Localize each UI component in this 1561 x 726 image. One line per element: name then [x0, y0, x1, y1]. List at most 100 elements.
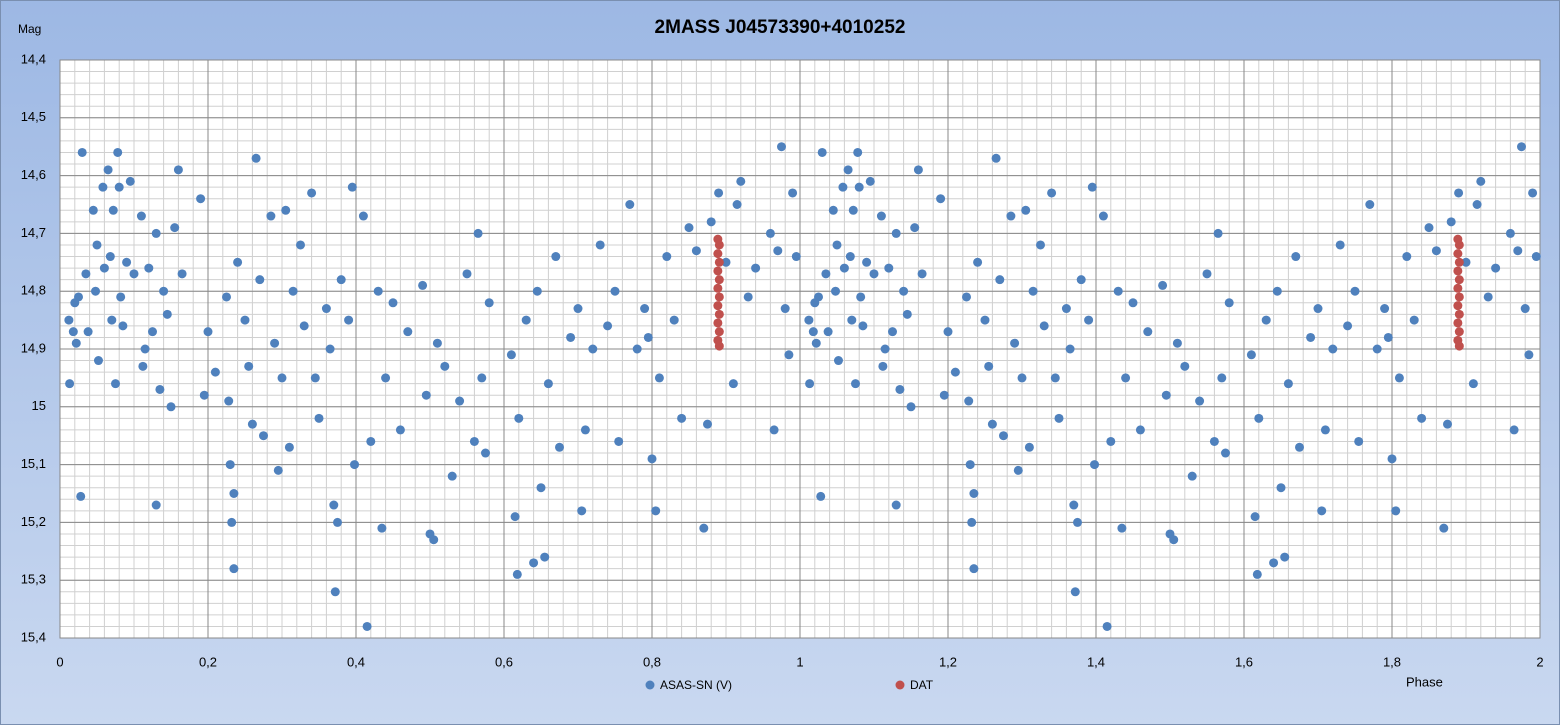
point: [350, 460, 360, 470]
point: [136, 211, 146, 221]
point: [1453, 301, 1463, 311]
point: [440, 361, 450, 371]
x-tick-label: 0,8: [643, 654, 661, 669]
point: [151, 500, 161, 510]
legend-label: ASAS-SN (V): [660, 678, 732, 692]
point: [691, 246, 701, 256]
x-tick-label: 0,4: [347, 654, 365, 669]
point: [964, 396, 974, 406]
point: [1472, 200, 1482, 209]
point: [714, 275, 724, 285]
point: [1306, 332, 1316, 342]
point: [1531, 252, 1541, 262]
point: [196, 194, 206, 204]
point: [512, 569, 522, 579]
point: [1102, 621, 1112, 631]
point: [808, 327, 818, 337]
point: [902, 309, 912, 319]
point: [831, 286, 841, 296]
point: [358, 211, 368, 221]
point: [899, 286, 909, 296]
y-tick-label: 15,3: [21, 572, 46, 587]
point: [1409, 315, 1419, 325]
point: [973, 257, 983, 267]
y-tick-label: 14,5: [21, 109, 46, 124]
point: [288, 286, 298, 296]
point: [817, 147, 827, 157]
point: [714, 292, 724, 302]
point: [284, 442, 294, 452]
point: [714, 240, 724, 250]
point: [862, 257, 872, 267]
point: [1213, 228, 1223, 238]
point: [307, 188, 317, 198]
point: [614, 436, 624, 446]
point: [233, 257, 243, 267]
point: [1070, 587, 1080, 597]
point: [1106, 436, 1116, 446]
point: [1076, 275, 1086, 285]
point: [643, 332, 653, 342]
point: [329, 500, 339, 510]
point: [259, 431, 268, 441]
point: [65, 379, 75, 389]
point: [1354, 436, 1364, 446]
point: [373, 286, 383, 296]
point: [669, 315, 679, 325]
point: [255, 275, 265, 285]
point: [910, 223, 920, 233]
point: [917, 269, 927, 279]
point: [1172, 338, 1182, 348]
point: [333, 517, 342, 527]
x-tick-label: 1,8: [1383, 654, 1401, 669]
point: [1453, 266, 1463, 276]
y-tick-label: 14,8: [21, 283, 46, 298]
point: [677, 413, 687, 423]
point: [1524, 350, 1534, 360]
point: [225, 460, 235, 470]
point: [381, 373, 391, 383]
point: [1520, 304, 1530, 314]
point: [1280, 552, 1290, 562]
point: [148, 327, 157, 337]
x-tick-label: 1,2: [939, 654, 957, 669]
point: [858, 321, 868, 331]
point: [277, 373, 287, 383]
point: [266, 211, 276, 221]
point: [1453, 318, 1463, 328]
x-tick-label: 1,6: [1235, 654, 1253, 669]
point: [144, 263, 154, 273]
point: [1439, 523, 1449, 533]
y-tick-label: 15: [32, 398, 46, 413]
point: [1021, 205, 1031, 215]
point: [222, 292, 231, 302]
point: [823, 327, 833, 337]
plot-frame: [59, 59, 1541, 639]
point: [1195, 396, 1205, 406]
point: [77, 147, 87, 157]
legend-label: DAT: [910, 678, 934, 692]
point: [580, 425, 590, 435]
point: [447, 471, 457, 481]
point: [273, 465, 283, 475]
point: [895, 384, 905, 394]
point: [654, 373, 664, 383]
point: [1391, 506, 1401, 516]
point: [703, 419, 712, 429]
point: [1169, 535, 1179, 545]
point: [1454, 327, 1464, 337]
point: [714, 188, 724, 198]
point: [1252, 569, 1262, 579]
point: [1010, 338, 1020, 348]
point: [913, 165, 923, 175]
x-tick-label: 2: [1536, 654, 1543, 669]
y-tick-label: 15,2: [21, 514, 46, 529]
point: [969, 489, 979, 498]
point: [732, 200, 742, 209]
point: [1180, 361, 1190, 371]
point: [1250, 512, 1260, 522]
point: [1039, 321, 1049, 331]
point: [418, 280, 428, 290]
point: [270, 338, 280, 348]
